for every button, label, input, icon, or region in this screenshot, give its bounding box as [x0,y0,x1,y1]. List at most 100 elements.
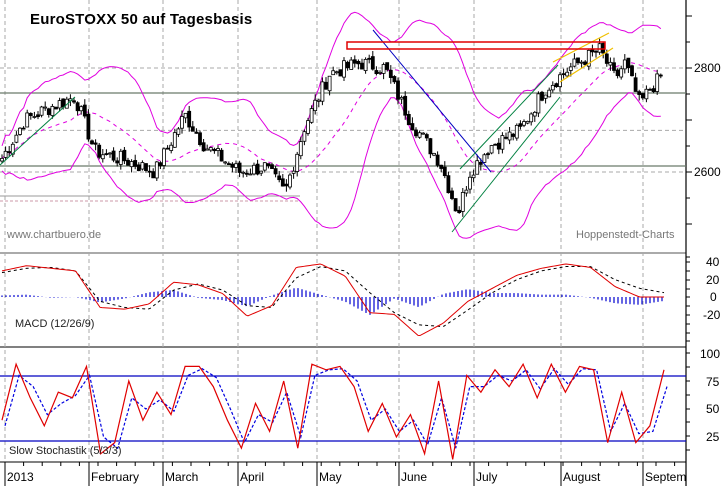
x-label-august: August [563,470,601,484]
candle-body [608,61,613,66]
candle-body [583,61,588,66]
stoch-d-line [4,367,668,450]
candle-body [586,49,591,67]
candle-body [363,58,368,72]
candle-body [554,83,559,88]
candle-body [154,161,159,179]
stoch-k-line [1,362,665,460]
candle-body [504,136,508,139]
candle-body [388,69,393,78]
candle-body [432,152,436,156]
candle-body [3,150,8,158]
candle-body [144,163,148,171]
candle-body [352,59,357,64]
candle-body [486,153,490,156]
macd-tick-0: 0 [710,290,717,304]
candle-body [129,161,134,168]
candle-body [259,170,264,174]
candle-body [284,183,289,187]
candle-body [223,161,228,164]
candle-body [169,144,174,151]
candle-body [518,123,523,127]
watermark-left: www.chartbuero.de [7,229,102,241]
resistance-box [346,41,606,50]
candle-body [219,149,224,162]
candle-body [410,123,415,131]
candle-body [658,74,663,77]
x-label-may: May [319,470,342,484]
candle-body [14,134,19,143]
candle-body [79,106,84,112]
candle-body [392,76,397,83]
candle-body [482,154,487,163]
macd-signal-line [1,266,665,327]
candle-body [201,142,206,152]
candle-body [543,94,548,99]
stochastic-label: Slow Stochastik (5/3/3) [9,445,122,457]
candle-body [590,49,595,53]
candle-body [630,65,634,77]
candle-body [39,106,44,116]
candle-body [572,58,577,67]
candle-body [604,53,609,64]
candle-body [205,148,210,151]
candle-body [57,100,62,109]
candle-body [460,192,465,212]
candle-body [288,174,292,188]
candle-body [450,190,454,199]
candle-body [248,173,253,176]
candle-body [234,163,238,168]
stoch-tick-75: 75 [706,375,720,389]
candle-body [75,102,80,112]
candle-body [651,88,656,93]
candle-body [158,162,163,167]
candle-body [327,75,332,92]
candle-body [90,140,94,145]
candle-body [25,112,30,128]
candle-body [208,147,213,151]
watermark-right: Hoppenstedt-Charts [576,229,675,241]
candle-body [579,61,584,64]
candle-body [309,108,314,123]
candle-body [273,168,278,175]
candle-body [349,59,354,70]
candle-body [428,138,433,155]
candle-body [471,174,476,179]
candle-body [446,175,451,194]
candle-body [381,64,386,74]
candle-body [648,88,652,91]
candle-body [403,95,408,116]
candle-body [514,124,519,139]
candle-body [468,176,472,190]
stoch-tick-50: 50 [706,402,720,416]
macd-line [1,263,664,337]
candle-body [414,129,418,137]
candle-body [115,160,120,164]
candle-body [370,56,375,70]
candle-body [316,99,321,102]
candle-body [532,111,537,117]
candle-body [594,50,598,53]
candle-body [126,159,130,166]
candle-body [28,113,33,116]
candle-body [230,163,235,168]
candle-body [522,121,526,126]
candle-body [180,116,184,129]
candle-body [100,154,105,160]
candle-body [367,57,372,60]
candle-body [241,171,246,174]
candle-body [165,147,170,150]
candle-body [216,148,220,151]
candle-body [111,150,116,161]
channel-lower [559,47,614,83]
candle-body [536,93,541,114]
candle-body [356,60,361,65]
candle-body [378,71,382,74]
candle-body [439,164,444,169]
candle-body [622,59,627,70]
candle-body [280,178,285,187]
candle-body [406,114,411,126]
candle-body [162,148,166,166]
candle-body [345,61,350,69]
